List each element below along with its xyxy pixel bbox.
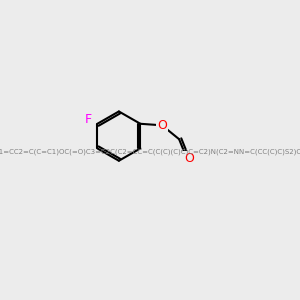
Text: O: O (157, 119, 167, 132)
Text: O: O (184, 152, 194, 165)
Text: FC1=CC2=C(C=C1)OC(=O)C3=C2C(C2=CC=C(C(C)(C)C)C=C2)N(C2=NN=C(CC(C)C)S2)C3=O: FC1=CC2=C(C=C1)OC(=O)C3=C2C(C2=CC=C(C(C)… (0, 148, 300, 155)
Text: F: F (85, 113, 92, 126)
